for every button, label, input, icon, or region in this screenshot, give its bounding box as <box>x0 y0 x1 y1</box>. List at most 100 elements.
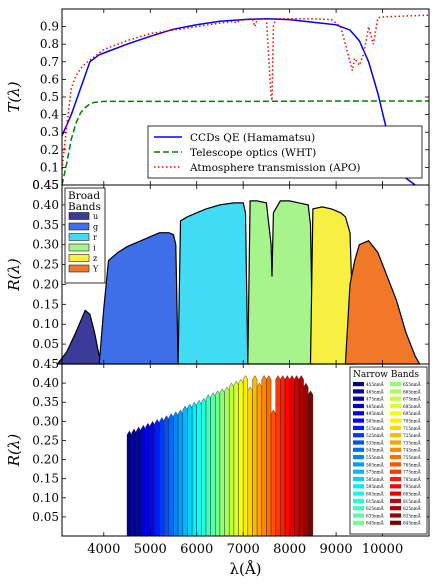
narrow-band-15 <box>191 401 197 537</box>
legend-3-label: 805nmÅ <box>403 492 422 497</box>
legend-2-label: r <box>93 233 97 242</box>
legend-3-swatch-21 <box>390 382 401 387</box>
panel-2-ytick-label: 0.25 <box>32 258 59 272</box>
legend-3-label: 665nmÅ <box>403 389 422 394</box>
legend-3-label: 775nmÅ <box>403 470 422 475</box>
legend-3-swatch-36 <box>390 491 401 496</box>
legend-2-label: Y <box>92 265 99 274</box>
legend-3-swatch-22 <box>390 389 401 394</box>
legend-2-title: Broad <box>68 190 100 202</box>
narrow-band-33 <box>275 375 281 537</box>
panel-1-ytick-label: 0.3 <box>40 125 59 139</box>
legend-3-swatch-3 <box>353 396 364 401</box>
panel-1-ytick-label: 0.2 <box>40 143 59 157</box>
legend-3-swatch-4 <box>353 403 364 409</box>
narrow-band-17 <box>201 397 207 537</box>
legend-2-label: u <box>93 212 98 221</box>
legend-1-label: Telescope optics (WHT) <box>190 147 316 159</box>
legend-3-swatch-23 <box>390 396 401 401</box>
legend-3-label: 835nmÅ <box>403 513 422 518</box>
narrow-band-23 <box>229 382 235 537</box>
narrow-band-35 <box>284 375 290 537</box>
panel-3-ylabel: R(λ) <box>5 434 23 468</box>
narrow-band-27 <box>247 386 253 537</box>
narrow-band-20 <box>215 390 221 537</box>
legend-3-swatch-19 <box>353 513 364 518</box>
legend-3-swatch-37 <box>390 498 401 503</box>
narrow-band-38 <box>298 375 304 537</box>
band-area-g <box>98 232 179 365</box>
narrow-band-2 <box>131 428 137 537</box>
xtick-label: 5000 <box>134 542 167 557</box>
legend-3-label: 645nmÅ <box>366 521 385 526</box>
narrow-band-30 <box>261 375 267 537</box>
panel-1-ytick-label: 0.1 <box>40 160 59 174</box>
narrow-band-25 <box>238 378 244 537</box>
panel-3-ytick-label: 0.05 <box>32 510 59 524</box>
legend-3-swatch-9 <box>353 440 364 445</box>
narrow-band-9 <box>164 415 169 537</box>
legend-3-swatch-32 <box>390 462 401 467</box>
panel-3-ytick-label: 0.20 <box>32 453 59 467</box>
legend-3-label: 515nmÅ <box>366 426 385 431</box>
legend-3-label: 485nmÅ <box>366 404 385 409</box>
panel-2-ytick-label: 0.30 <box>32 238 59 252</box>
legend-3-label: 685nmÅ <box>403 404 422 409</box>
narrow-band-19 <box>210 392 216 537</box>
legend-1-label: Atmosphere transmission (APO) <box>189 162 361 174</box>
xtick-label: 4000 <box>87 542 120 557</box>
narrow-band-12 <box>177 409 183 537</box>
narrow-band-8 <box>159 417 165 537</box>
legend-3-swatch-27 <box>390 425 401 430</box>
legend-3-swatch-1 <box>353 382 364 387</box>
text-layer: 0.1 0.2 0.3 0.4 0.5 0.6 0.7 0.8 0.9 0.05 0.10 0.15 0… <box>5 20 422 578</box>
legend-3-swatch-7 <box>353 425 364 430</box>
legend-3-label: 705nmÅ <box>403 419 422 424</box>
panel-3-ytick-label: 0.30 <box>32 414 59 428</box>
legend-3-label: 585nmÅ <box>366 477 385 482</box>
axes-layer <box>61 8 430 537</box>
legend-3-swatch-24 <box>390 403 401 409</box>
legend-3-label: 675nmÅ <box>403 397 422 402</box>
narrow-band-14 <box>187 403 193 537</box>
panel-3-ytick-label: 0.25 <box>32 433 59 447</box>
legend-3-swatch-18 <box>353 506 364 511</box>
panel-2-ytick-label: 0.35 <box>32 218 59 232</box>
xtick-label: 6000 <box>180 542 213 557</box>
legend-3-label: 745nmÅ <box>403 448 422 453</box>
narrow-band-4 <box>140 424 146 537</box>
narrow-band-11 <box>173 411 179 537</box>
narrow-band-36 <box>289 375 295 537</box>
narrow-band-28 <box>252 375 258 537</box>
legend-3-label: 605nmÅ <box>366 492 385 497</box>
panel-1-ytick-label: 0.6 <box>40 72 59 86</box>
legend-3-label: 575nmÅ <box>366 470 385 475</box>
narrow-band-22 <box>224 386 230 537</box>
legend-3-label: 765nmÅ <box>403 462 422 467</box>
legend-3-swatch-29 <box>390 440 401 445</box>
legend-3-label: 545nmÅ <box>366 448 385 453</box>
legend-3-swatch-6 <box>353 418 364 423</box>
legend-3-swatch-14 <box>353 476 364 482</box>
marks-layer <box>56 14 430 537</box>
legend-2-swatch-z <box>68 254 90 262</box>
legend-3-label: 595nmÅ <box>366 484 385 489</box>
panel-2-ytick-label: 0.45 <box>32 178 59 192</box>
legend-3-label: 565nmÅ <box>366 462 385 467</box>
narrow-band-1 <box>126 430 132 537</box>
panel-1-ylabel: T(λ) <box>5 81 23 112</box>
legend-2-swatch-g <box>68 222 90 231</box>
legend-3-label: 795nmÅ <box>403 484 422 489</box>
legend-3-swatch-31 <box>390 455 401 460</box>
legend-3-label: 785nmÅ <box>403 477 422 482</box>
legend-3-label: 475nmÅ <box>366 397 385 402</box>
narrow-band-26 <box>243 375 248 537</box>
narrow-band-16 <box>196 399 202 537</box>
legend-2-swatch-i <box>68 243 90 252</box>
legend-3-swatch-2 <box>353 389 364 394</box>
panel-2-ytick-label: 0.15 <box>32 297 59 311</box>
panel-3-ytick-label: 0.15 <box>32 472 59 486</box>
narrow-band-32 <box>270 409 276 537</box>
